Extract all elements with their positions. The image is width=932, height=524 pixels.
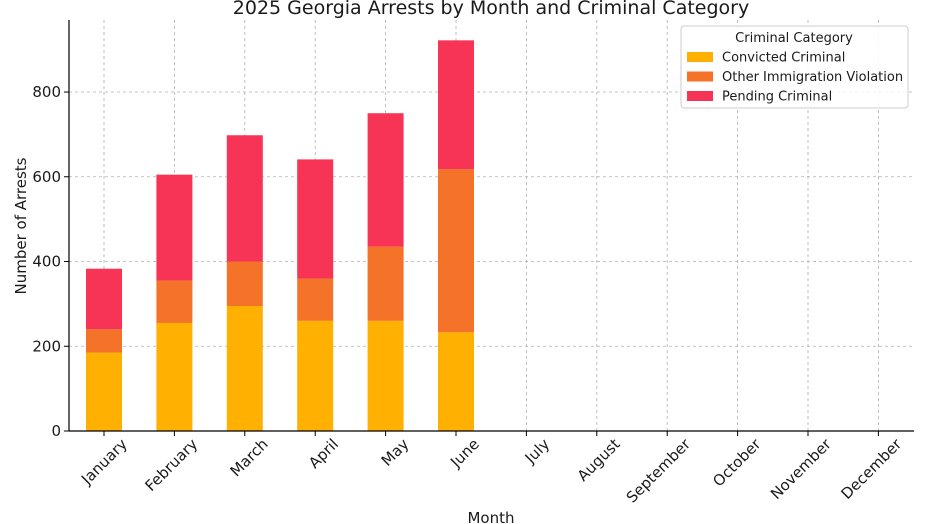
bar-segment xyxy=(86,352,122,431)
legend-label: Convicted Criminal xyxy=(722,51,845,66)
y-axis-label: Number of Arrests xyxy=(12,157,30,294)
x-tick-label: July xyxy=(521,435,554,468)
x-tick-label: February xyxy=(142,435,202,495)
legend-swatch xyxy=(687,91,713,101)
y-tick-label: 600 xyxy=(32,168,61,186)
x-tick-label: October xyxy=(709,435,765,491)
legend-label: Pending Criminal xyxy=(722,90,832,105)
bar-segment xyxy=(367,113,404,247)
bar-segment xyxy=(226,261,263,307)
bar-segment xyxy=(156,280,193,323)
y-tick-label: 200 xyxy=(32,337,61,355)
x-tick-label: August xyxy=(574,435,624,485)
y-tick-label: 400 xyxy=(32,253,61,271)
x-tick-label: May xyxy=(378,435,413,470)
x-tick-label: September xyxy=(623,435,695,507)
legend-swatch xyxy=(687,52,713,62)
bar-segment xyxy=(156,322,193,431)
bar-segment xyxy=(438,169,474,333)
bar-segment xyxy=(156,174,193,281)
legend: Criminal Category Convicted Criminal Othe… xyxy=(680,25,909,109)
x-tick-label: January xyxy=(77,435,131,489)
x-tick-label: November xyxy=(767,435,835,503)
x-tick-label: April xyxy=(305,435,342,472)
x-tick-label: June xyxy=(446,435,483,472)
bar-segment xyxy=(367,246,404,321)
bar-segment xyxy=(297,278,334,321)
x-tick-label: March xyxy=(227,435,272,480)
bar-segment xyxy=(226,306,263,431)
x-axis-label: Month xyxy=(467,509,514,524)
legend-label: Other Immigration Violation xyxy=(722,70,903,85)
bar-segment xyxy=(297,159,334,279)
bar-segment xyxy=(438,40,474,170)
y-tick-label: 800 xyxy=(32,83,61,101)
bar-segment xyxy=(226,135,263,262)
legend-box xyxy=(680,25,909,109)
legend-swatch xyxy=(687,71,713,82)
bar-segment xyxy=(297,320,334,431)
bar-segment xyxy=(438,332,474,431)
legend-items: Convicted Criminal Other Immigration Viol… xyxy=(687,51,903,105)
axes xyxy=(68,20,914,432)
y-tick-label: 0 xyxy=(51,422,61,440)
bar-segment xyxy=(86,329,122,353)
legend-title: Criminal Category xyxy=(735,31,853,46)
bars xyxy=(86,40,474,431)
bar-segment xyxy=(367,320,404,431)
bar-segment xyxy=(86,268,122,330)
x-tick-label: December xyxy=(837,435,905,503)
chart-title: 2025 Georgia Arrests by Month and Crimin… xyxy=(233,0,749,19)
